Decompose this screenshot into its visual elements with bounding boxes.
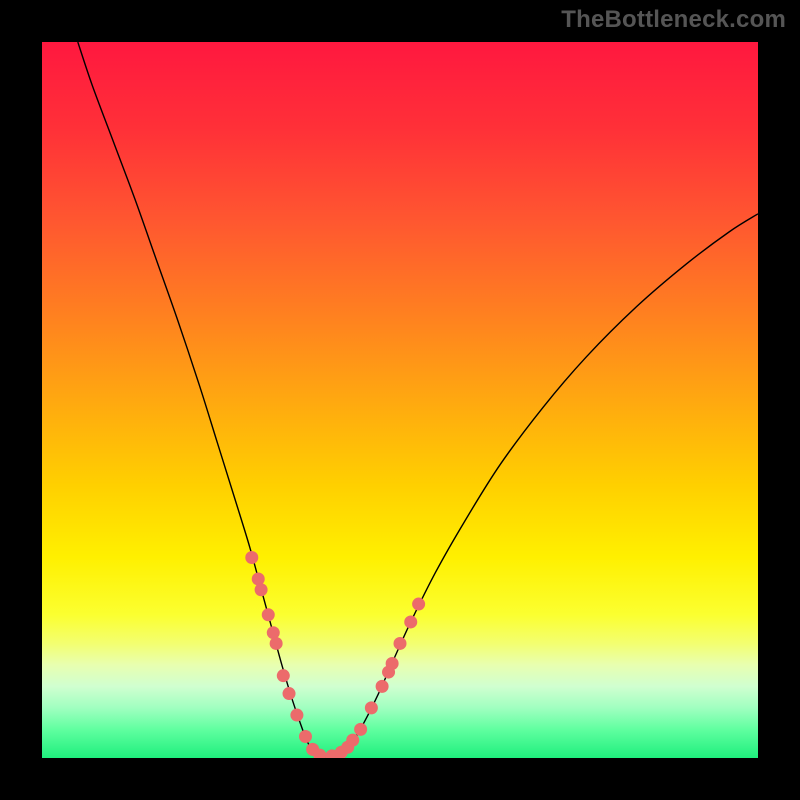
data-point bbox=[245, 551, 258, 564]
watermark-text: TheBottleneck.com bbox=[561, 6, 786, 34]
gradient-background bbox=[42, 42, 758, 758]
data-point bbox=[277, 669, 290, 682]
data-point bbox=[270, 637, 283, 650]
data-point bbox=[290, 709, 303, 722]
data-point bbox=[255, 583, 268, 596]
data-point bbox=[283, 687, 296, 700]
data-point bbox=[262, 608, 275, 621]
data-point bbox=[365, 701, 378, 714]
data-point bbox=[404, 615, 417, 628]
data-point bbox=[394, 637, 407, 650]
data-point bbox=[299, 730, 312, 743]
data-point bbox=[346, 734, 359, 747]
data-point bbox=[412, 598, 425, 611]
plot-area bbox=[42, 42, 758, 758]
chart-svg bbox=[42, 42, 758, 758]
data-point bbox=[376, 680, 389, 693]
data-point bbox=[386, 657, 399, 670]
outer-frame: TheBottleneck.com bbox=[0, 0, 800, 800]
data-point bbox=[354, 723, 367, 736]
